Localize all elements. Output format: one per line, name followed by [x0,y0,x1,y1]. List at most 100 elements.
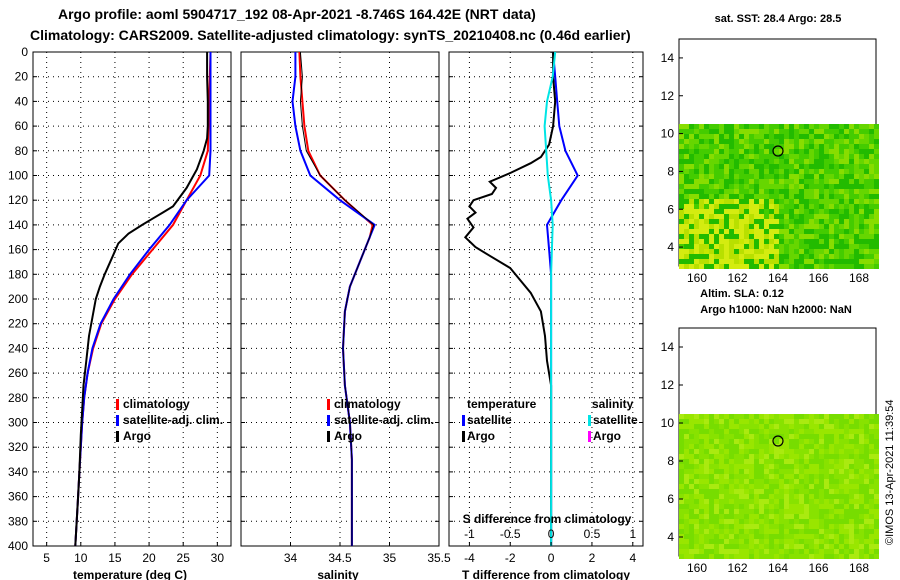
map-x-tick-label: 166 [808,271,828,285]
heatmap-cell [824,199,829,204]
map-y-tick-label: 6 [667,492,674,506]
heatmap-cell [869,149,874,154]
heatmap-cell [859,249,864,254]
heatmap-cell [804,139,809,144]
heatmap-cell [849,154,854,159]
heatmap-cell [694,464,699,469]
heatmap-cell [714,124,719,129]
heatmap-cell [874,199,879,204]
heatmap-cell [874,189,879,194]
heatmap-cell [684,434,689,439]
heatmap-cell [824,144,829,149]
heatmap-cell [694,184,699,189]
depth-tick-label: 40 [15,94,29,108]
heatmap-cell [824,234,829,239]
heatmap-cell [789,429,794,434]
heatmap-cell [799,174,804,179]
heatmap-cell [804,459,809,464]
heatmap-cell [679,199,684,204]
heatmap-cell [784,519,789,524]
heatmap-cell [859,169,864,174]
heatmap-cell [859,179,864,184]
heatmap-cell [794,219,799,224]
heatmap-cell [734,529,739,534]
heatmap-cell [854,219,859,224]
heatmap-cell [729,484,734,489]
heatmap-cell [734,264,739,269]
heatmap-cell [854,419,859,424]
heatmap-cell [844,254,849,259]
heatmap-cell [814,514,819,519]
heatmap-cell [699,169,704,174]
heatmap-cell [789,539,794,544]
heatmap-cell [684,499,689,504]
heatmap-cell [824,549,829,554]
heatmap-cell [779,529,784,534]
heatmap-cell [784,264,789,269]
heatmap-cell [819,529,824,534]
heatmap-cell [854,134,859,139]
heatmap-cell [759,149,764,154]
heatmap-cell [739,484,744,489]
heatmap-cell [724,174,729,179]
heatmap-cell [834,264,839,269]
heatmap-cell [709,524,714,529]
heatmap-cell [749,504,754,509]
heatmap-cell [684,149,689,154]
heatmap-cell [809,519,814,524]
heatmap-cell [819,474,824,479]
heatmap-cell [704,259,709,264]
heatmap-cell [824,469,829,474]
heatmap-cell [834,219,839,224]
heatmap-cell [699,529,704,534]
heatmap-cell [814,539,819,544]
heatmap-cell [694,424,699,429]
heatmap-cell [754,129,759,134]
heatmap-cell [764,449,769,454]
heatmap-cell [844,554,849,559]
heatmap-cell [829,434,834,439]
heatmap-cell [834,194,839,199]
heatmap-cell [774,229,779,234]
heatmap-cell [864,134,869,139]
heatmap-cell [689,514,694,519]
heatmap-cell [809,484,814,489]
heatmap-cell [859,224,864,229]
heatmap-cell [794,214,799,219]
heatmap-cell [874,219,879,224]
heatmap-cell [809,144,814,149]
heatmap-cell [709,469,714,474]
heatmap-cell [849,164,854,169]
heatmap-cell [774,209,779,214]
heatmap-cell [824,499,829,504]
heatmap-cell [744,204,749,209]
heatmap-cell [704,534,709,539]
heatmap-cell [844,469,849,474]
heatmap-cell [769,464,774,469]
heatmap-cell [784,514,789,519]
heatmap-cell [699,164,704,169]
heatmap-cell [774,484,779,489]
heatmap-cell [794,224,799,229]
heatmap-cell [874,229,879,234]
map-y-tick-label: 14 [661,340,675,354]
heatmap-cell [864,179,869,184]
heatmap-cell [679,184,684,189]
heatmap-cell [694,199,699,204]
heatmap-cell [824,259,829,264]
heatmap-cell [704,509,709,514]
heatmap-cell [699,219,704,224]
heatmap-cell [739,459,744,464]
heatmap-cell [754,509,759,514]
heatmap-cell [799,504,804,509]
heatmap-cell [754,444,759,449]
heatmap-cell [859,514,864,519]
heatmap-cell [689,489,694,494]
heatmap-cell [839,199,844,204]
heatmap-cell [804,539,809,544]
heatmap-cell [859,529,864,534]
heatmap-cell [804,524,809,529]
heatmap-cell [739,249,744,254]
heatmap-cell [684,489,689,494]
heatmap-cell [719,454,724,459]
